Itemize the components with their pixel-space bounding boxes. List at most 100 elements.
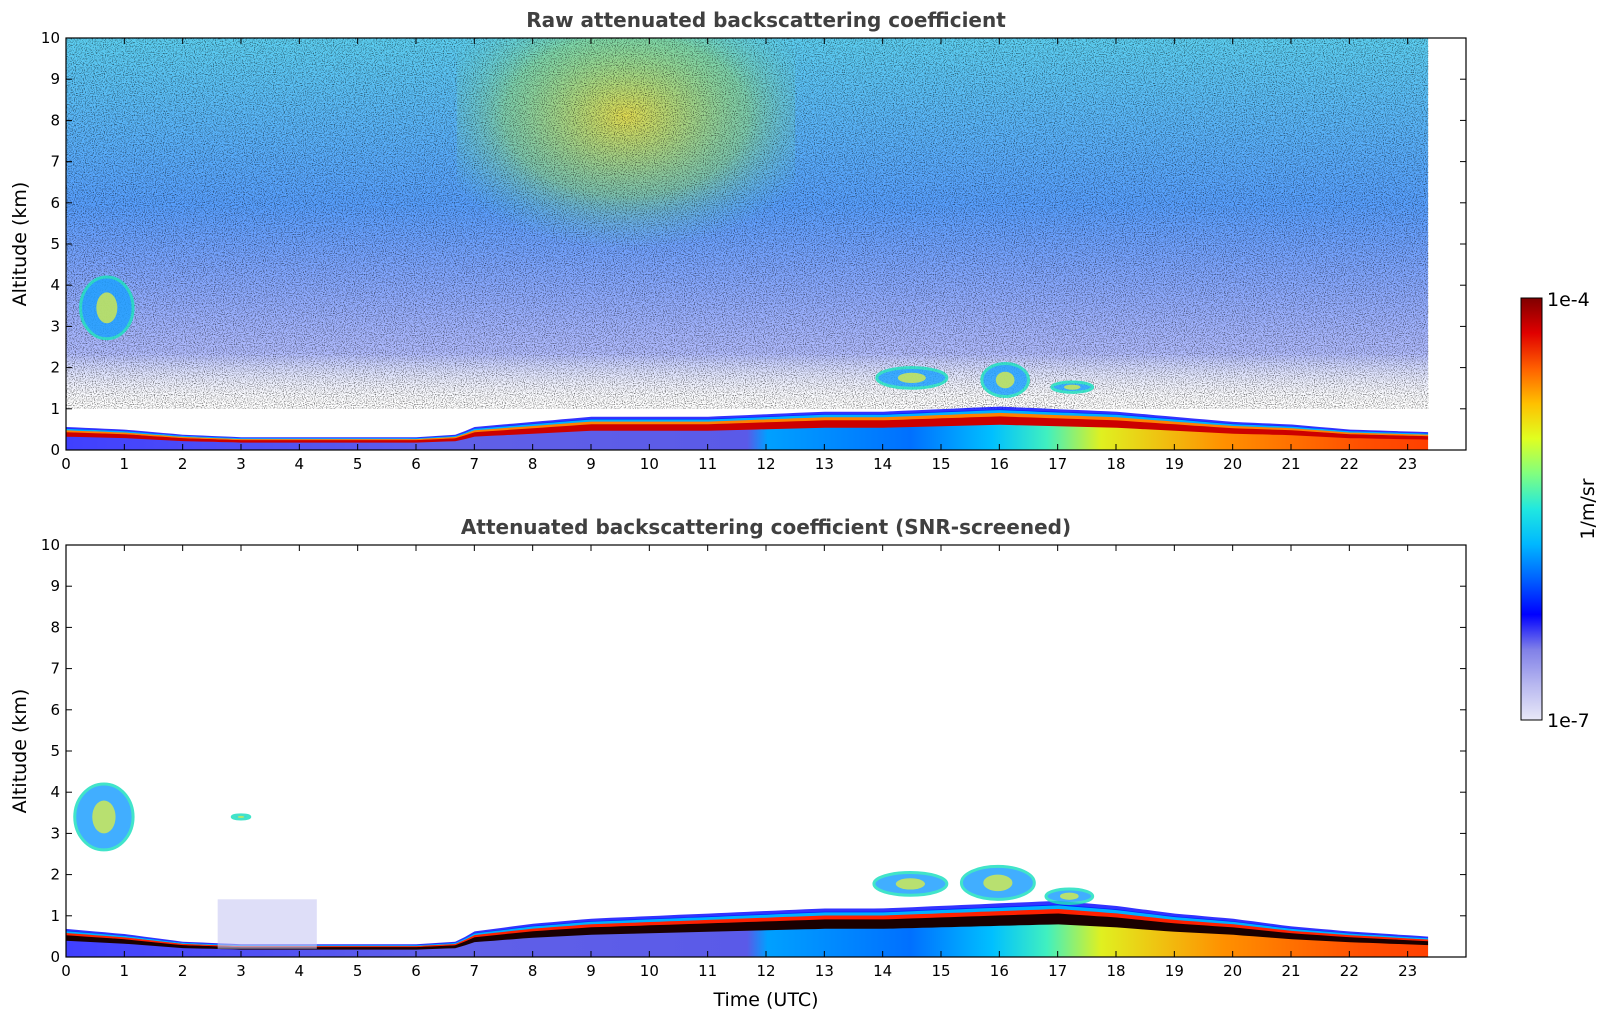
x-tick-label: 18 — [1106, 455, 1125, 473]
panel2-axes-frame — [65, 544, 1467, 958]
y-tick-label: 6 — [50, 701, 60, 719]
y-tick-label: 10 — [41, 536, 60, 554]
cloud-core — [983, 874, 1013, 892]
cloud-core — [897, 372, 926, 384]
panel1-ylabel: Altitude (km) — [9, 182, 31, 307]
x-tick-label: 3 — [236, 455, 246, 473]
x-tick-label: 22 — [1340, 455, 1359, 473]
x-tick-label: 2 — [178, 962, 188, 980]
raw-backscatter-panel: Raw attenuated backscattering coefficien… — [9, 8, 1467, 473]
y-tick-label: 4 — [50, 783, 60, 801]
x-tick-label: 10 — [640, 962, 659, 980]
x-tick-label: 14 — [873, 455, 892, 473]
x-tick-label: 10 — [640, 455, 659, 473]
cloud-core — [1064, 384, 1081, 390]
colorbar-unit-label: 1/m/sr — [1577, 478, 1599, 539]
x-tick-label: 5 — [353, 455, 363, 473]
y-tick-label: 1 — [50, 907, 60, 925]
snr-screened-backscatter-panel: Attenuated backscattering coefficient (S… — [9, 515, 1467, 1011]
x-tick-label: 21 — [1281, 455, 1300, 473]
x-tick-label: 2 — [178, 455, 188, 473]
y-tick-label: 0 — [50, 441, 60, 459]
panel1-heatmap — [66, 38, 1429, 450]
y-tick-label: 2 — [50, 359, 60, 377]
y-tick-label: 9 — [50, 70, 60, 88]
cloud-core — [96, 292, 118, 324]
x-tick-label: 12 — [756, 962, 775, 980]
x-tick-label: 22 — [1340, 962, 1359, 980]
x-tick-label: 15 — [931, 962, 950, 980]
x-tick-label: 19 — [1165, 962, 1184, 980]
x-tick-label: 19 — [1165, 455, 1184, 473]
cloud-core — [895, 878, 925, 890]
y-tick-label: 6 — [50, 194, 60, 212]
cloud-core — [995, 371, 1015, 389]
panel2-heatmap — [66, 782, 1429, 957]
y-tick-label: 7 — [50, 153, 60, 171]
x-tick-label: 21 — [1281, 962, 1300, 980]
panel1-ticks: 0 1 2 3 4 5 6 7 8 9 10 11 12 13 14 15 16 17 18 19 20 21 22 2301… — [41, 29, 1466, 473]
x-tick-label: 9 — [586, 962, 596, 980]
cloud-core — [1060, 892, 1079, 900]
x-tick-label: 17 — [1048, 455, 1067, 473]
y-tick-label: 2 — [50, 866, 60, 884]
x-tick-label: 0 — [61, 962, 71, 980]
x-tick-label: 18 — [1106, 962, 1125, 980]
x-tick-label: 11 — [698, 455, 717, 473]
x-tick-label: 1 — [120, 455, 130, 473]
noise-speckle — [66, 38, 1429, 409]
panel2-title: Attenuated backscattering coefficient (S… — [461, 515, 1071, 539]
panel2-ylabel: Altitude (km) — [9, 689, 31, 814]
panel1-title: Raw attenuated backscattering coefficien… — [526, 8, 1006, 32]
y-tick-label: 5 — [50, 742, 60, 760]
colorbar-max-label: 1e-4 — [1547, 289, 1590, 311]
colorbar-min-label: 1e-7 — [1547, 710, 1590, 732]
y-tick-label: 3 — [50, 824, 60, 842]
x-tick-label: 4 — [295, 962, 305, 980]
x-tick-label: 13 — [815, 455, 834, 473]
y-tick-label: 1 — [50, 400, 60, 418]
panel2-xlabel: Time (UTC) — [712, 989, 818, 1011]
y-tick-label: 7 — [50, 660, 60, 678]
y-tick-label: 10 — [41, 29, 60, 47]
x-tick-label: 0 — [61, 455, 71, 473]
boundary-layer-base — [66, 423, 1429, 450]
x-tick-label: 3 — [236, 962, 246, 980]
x-tick-label: 13 — [815, 962, 834, 980]
x-tick-label: 1 — [120, 962, 130, 980]
y-tick-label: 4 — [50, 276, 60, 294]
x-tick-label: 9 — [586, 455, 596, 473]
y-tick-label: 3 — [50, 317, 60, 335]
x-tick-label: 12 — [756, 455, 775, 473]
x-tick-label: 4 — [295, 455, 305, 473]
y-tick-label: 5 — [50, 235, 60, 253]
cloud-core — [92, 800, 116, 834]
x-tick-label: 16 — [990, 455, 1009, 473]
x-tick-label: 7 — [470, 962, 480, 980]
x-tick-label: 8 — [528, 455, 538, 473]
y-tick-label: 8 — [50, 618, 60, 636]
cloud-core — [237, 815, 245, 818]
x-tick-label: 6 — [411, 962, 421, 980]
x-tick-label: 7 — [470, 455, 480, 473]
x-tick-label: 23 — [1398, 455, 1417, 473]
y-tick-label: 9 — [50, 577, 60, 595]
colorbar-gradient — [1520, 297, 1543, 721]
y-tick-label: 8 — [50, 111, 60, 129]
x-tick-label: 14 — [873, 962, 892, 980]
panel2-ticks: 0 1 2 3 4 5 6 7 8 9 10 11 12 13 14 15 16 17 18 19 20 21 22 2301… — [41, 536, 1466, 980]
y-tick-label: 0 — [50, 948, 60, 966]
x-tick-label: 11 — [698, 962, 717, 980]
haze-layer — [217, 899, 317, 949]
x-tick-label: 17 — [1048, 962, 1067, 980]
x-tick-label: 6 — [411, 455, 421, 473]
x-tick-label: 15 — [931, 455, 950, 473]
boundary-layer-base — [66, 923, 1429, 957]
x-tick-label: 23 — [1398, 962, 1417, 980]
x-tick-label: 20 — [1223, 962, 1242, 980]
x-tick-label: 5 — [353, 962, 363, 980]
boundary-layer-edge-warm — [66, 412, 1429, 441]
boundary-layer-core — [66, 912, 1429, 950]
boundary-layer-core — [66, 415, 1429, 443]
x-tick-label: 20 — [1223, 455, 1242, 473]
